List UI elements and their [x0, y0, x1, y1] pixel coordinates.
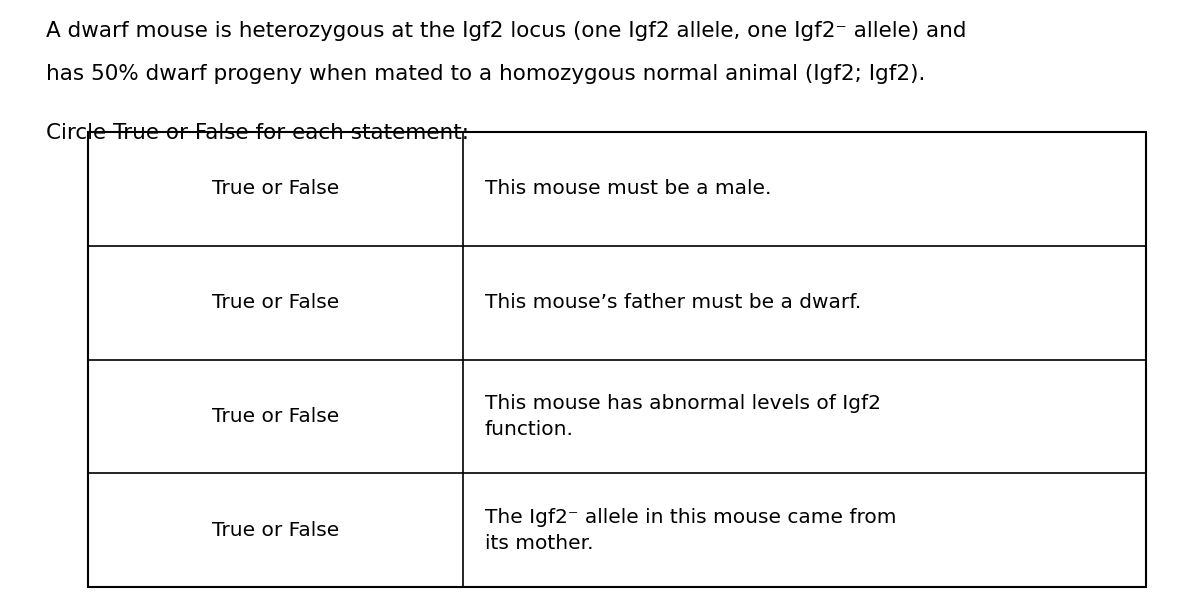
Text: True or False: True or False [212, 179, 340, 198]
Text: True or False: True or False [212, 293, 340, 312]
Text: has 50% dwarf progeny when mated to a homozygous normal animal (Igf2; Igf2).: has 50% dwarf progeny when mated to a ho… [46, 64, 925, 85]
Text: True or False: True or False [212, 521, 340, 540]
Text: The Igf2⁻ allele in this mouse came from
its mother.: The Igf2⁻ allele in this mouse came from… [485, 508, 896, 553]
Text: Circle True or False for each statement:: Circle True or False for each statement: [46, 123, 469, 143]
Text: A dwarf mouse is heterozygous at the Igf2 locus (one Igf2 allele, one Igf2⁻ alle: A dwarf mouse is heterozygous at the Igf… [46, 21, 966, 42]
Text: True or False: True or False [212, 407, 340, 426]
Bar [88, 132, 1146, 587]
Text: This mouse’s father must be a dwarf.: This mouse’s father must be a dwarf. [485, 293, 862, 312]
Text: This mouse has abnormal levels of Igf2
function.: This mouse has abnormal levels of Igf2 f… [485, 394, 881, 439]
Text: This mouse must be a male.: This mouse must be a male. [485, 179, 772, 198]
